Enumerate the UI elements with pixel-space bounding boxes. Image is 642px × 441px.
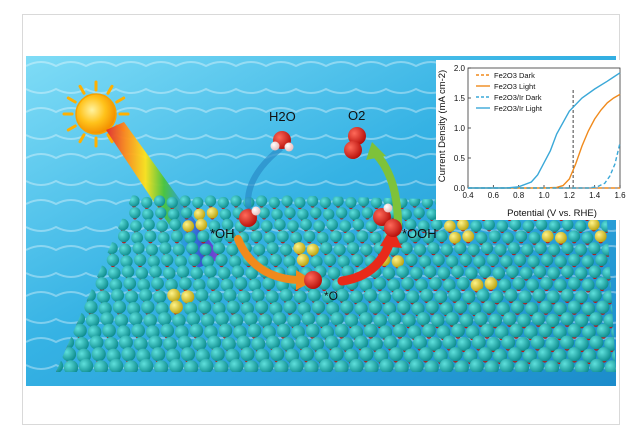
chart-xtick-label: 1.4 [589, 191, 601, 200]
chart-legend-label: Fe2O3/Ir Light [494, 104, 543, 113]
chart-xtick-label: 1.6 [614, 191, 626, 200]
chart-xtick-label: 0.4 [462, 191, 474, 200]
chart-ytick-label: 1.5 [454, 94, 466, 103]
chart-ytick-label: 0.5 [454, 154, 466, 163]
cycle-arrow-red [337, 237, 395, 286]
chart-legend-label: Fe2O3 Light [494, 82, 536, 91]
chart-legend-label: Fe2O3 Dark [494, 71, 535, 80]
chart-series-line [468, 72, 621, 189]
chart-xtick-label: 1.0 [538, 191, 550, 200]
chart-xtick-label: 0.8 [513, 191, 525, 200]
ooh-adsorbate [373, 203, 402, 237]
label-o2: O2 [348, 108, 365, 123]
chart-xtick-label: 0.6 [488, 191, 500, 200]
chart-series-line [468, 142, 621, 189]
chart-xtick-label: 1.2 [564, 191, 576, 200]
o-adsorbate [304, 271, 322, 289]
h2o-molecule [270, 131, 294, 152]
cycle-arrow-orange [234, 235, 302, 284]
chart-series-line [468, 93, 621, 189]
label-ooh: *OOH [402, 226, 437, 241]
label-oh: *OH [210, 226, 235, 241]
chart-legend-label: Fe2O3/Ir Dark [494, 93, 542, 102]
o2-molecule [344, 127, 366, 159]
oh-adsorbate [239, 206, 261, 227]
chart-ytick-label: 0.0 [454, 184, 466, 193]
chart-ytick-label: 2.0 [454, 64, 466, 73]
chart-ylabel: Current Density (mA cm-2) [437, 70, 448, 182]
label-o: *O [324, 289, 338, 303]
rainbow-beam [106, 122, 222, 268]
chart-ytick-label: 1.0 [454, 124, 466, 133]
current-density-chart: 0.4 0.6 0.8 1.0 1.2 1.4 1.6 0.0 0.5 1.0 1.5 2.0 Fe2O… [436, 60, 626, 220]
chart-xlabel: Potential (V vs. RHE) [507, 208, 597, 219]
label-h2o: H2O [269, 109, 296, 124]
